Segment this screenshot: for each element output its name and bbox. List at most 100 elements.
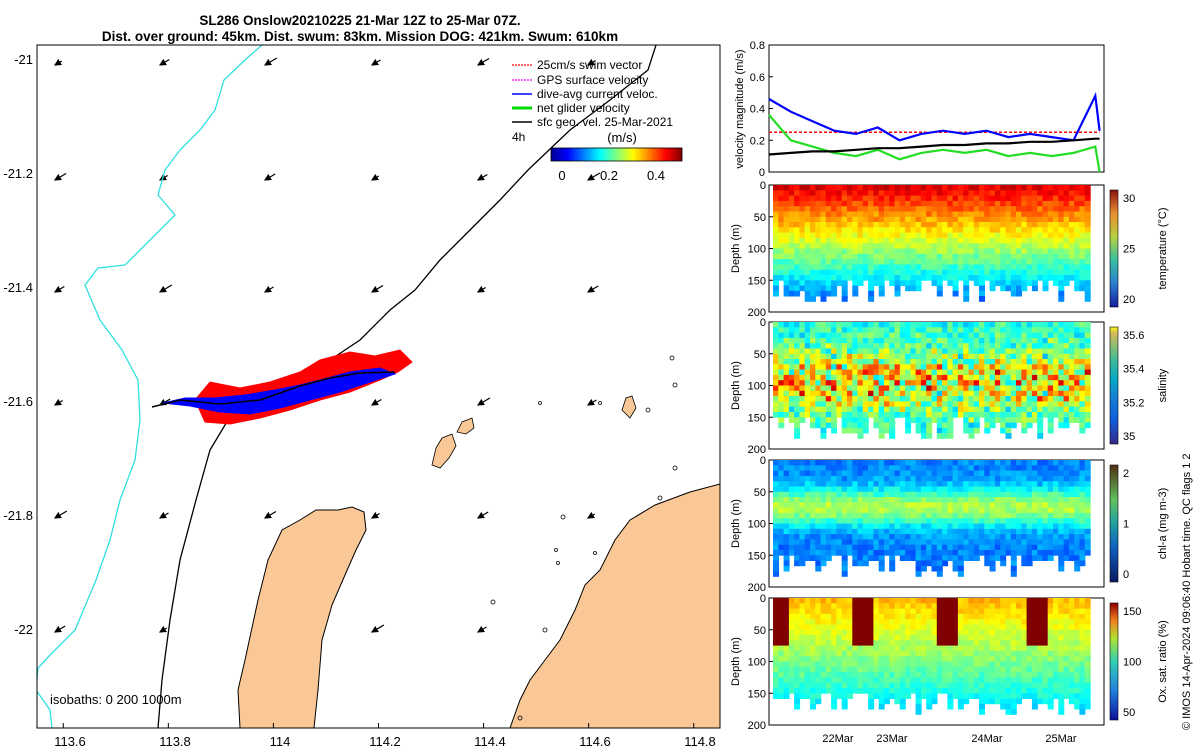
section-cell [1010,534,1017,540]
section-cell [884,222,890,228]
section-cell [1010,385,1017,392]
section-cell [841,348,848,355]
section-cell [931,539,938,546]
section-cell [788,290,795,297]
section-cell [788,512,795,519]
section-cell [862,640,869,646]
section-cell [926,232,933,239]
section-cell [1063,259,1070,265]
section-cell [1074,259,1081,265]
section-cell [957,523,964,530]
section-cell [1016,401,1022,408]
section-cell [1021,259,1028,265]
section-cell [1053,269,1059,276]
section-cell [894,650,901,657]
section-cell [931,412,938,418]
section-cell [994,518,1001,524]
section-cell [1084,598,1091,604]
section-cell [942,534,949,540]
section-cell [947,280,954,286]
section-cell [778,465,785,471]
section-cell [1042,539,1049,546]
section-cell [1010,512,1017,519]
section-cell [989,598,996,604]
section-cell [920,491,927,498]
section-cell [973,222,980,228]
section-cell [878,603,885,609]
section-cell [942,322,949,328]
section-cell [899,550,906,556]
section-cell [979,603,985,609]
section-cell [836,512,843,519]
section-cell [788,190,795,196]
section-cell [847,401,853,408]
section-cell [773,322,779,328]
section-cell [815,613,822,620]
section-cell [931,327,938,333]
section-cell [1084,406,1091,413]
section-cell [947,486,954,493]
section-cell [989,688,996,694]
velocity-arrow [370,173,380,181]
section-cell [873,491,880,498]
section-cell [878,248,885,255]
section-cell [947,422,954,429]
section-cell [989,185,996,191]
section-cell [952,640,959,646]
section-cell [1031,624,1038,631]
section-cell [815,698,822,705]
section-cell [773,475,779,482]
section-cell [979,216,985,223]
section-cell [989,337,996,344]
section-cell [1053,348,1059,355]
section-cell [862,337,869,344]
section-cell [778,677,785,684]
section-cell [942,465,949,471]
section-cell [931,216,938,223]
section-cell [968,608,975,615]
section-cell [1021,412,1028,418]
section-cell [1000,672,1007,678]
section-cell [857,374,864,381]
section-cell [1063,528,1070,535]
section-cell [1053,237,1059,244]
section-cell [894,502,901,508]
section-cell [794,544,801,551]
section-cell [979,491,985,498]
section-cell [1063,512,1070,519]
section-cell [952,227,959,233]
section-cell [1037,661,1044,668]
section-cell [957,243,964,249]
section-cell [984,460,991,466]
section-cell [936,666,943,673]
section-cell [831,693,838,699]
section-cell [778,206,785,212]
section-cell [868,624,875,631]
section-cell [1010,518,1017,524]
section-cell [1058,645,1065,652]
velocity-arrow [586,398,597,406]
section-cell [810,624,816,631]
section-cell [1016,232,1022,239]
section-cell [926,185,933,191]
section-cell [942,332,949,339]
section-cell [773,512,779,519]
section-cell [862,264,869,271]
section-cell [862,470,869,477]
section-cell [989,481,996,487]
section-cell [1000,470,1007,477]
section-cell [931,650,938,657]
section-cell [989,507,996,514]
section-cell [878,185,885,191]
section-cell [952,507,959,514]
section-cell [889,275,896,281]
section-cell [1068,650,1075,657]
section-cell [794,523,801,530]
section-cell [1042,332,1049,339]
section-cell [815,412,822,418]
section-cell [947,507,954,514]
section-cell [952,528,959,535]
section-cell [1000,640,1007,646]
section-cell [931,550,938,556]
section-cell [778,528,785,535]
